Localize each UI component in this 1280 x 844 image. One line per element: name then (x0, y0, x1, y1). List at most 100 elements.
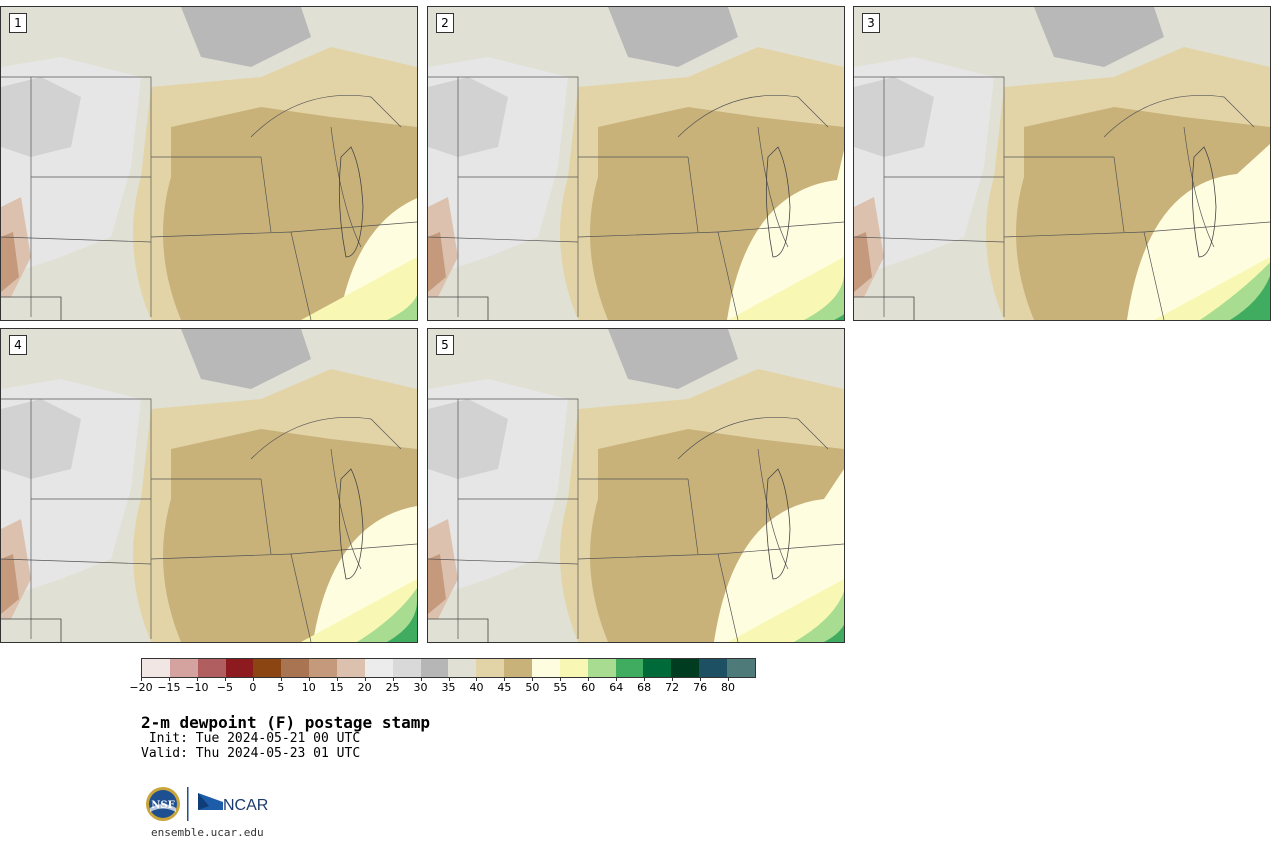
init-time: Init: Tue 2024-05-21 00 UTC (141, 731, 361, 746)
panel-label-1: 1 (9, 13, 27, 33)
warm-moist-band (728, 579, 844, 642)
state-border (757, 448, 789, 570)
lake-michigan-outline (338, 468, 364, 580)
ncar-logo-icon: NCAR (198, 793, 268, 814)
very-moist-band (387, 276, 417, 320)
colorbar-swatch (420, 659, 449, 677)
colorbar-tick-label: 50 (525, 681, 540, 694)
state-border (1183, 126, 1215, 248)
dry-region-plains (428, 77, 508, 157)
panel-label-5: 5 (436, 335, 454, 355)
colorbar-swatch (281, 659, 310, 677)
colorbar-swatch (197, 659, 226, 677)
lake-michigan-outline (765, 146, 791, 258)
colorbar-tick-label: 30 (413, 681, 428, 694)
colorbar-swatch (671, 659, 700, 677)
colorbar-swatch (559, 659, 588, 677)
dewpoint-map-5 (428, 329, 844, 642)
colorbar-swatch (504, 659, 533, 677)
high-dewpoint-region (1127, 144, 1270, 320)
panel-label-2: 2 (436, 13, 454, 33)
dry-region-north (181, 329, 311, 389)
site-url: ensemble.ucar.edu (151, 826, 264, 839)
colorbar-tick-label: −5 (216, 681, 233, 694)
colorbar-swatch (727, 659, 755, 677)
colorbar-swatch (142, 659, 170, 677)
border-southwest (1, 296, 62, 320)
state-border (687, 478, 699, 555)
colorbar-swatch (309, 659, 338, 677)
state-border (1103, 94, 1255, 138)
state-border (250, 94, 402, 138)
logo-divider (187, 787, 189, 821)
panel-5: 5 (427, 328, 845, 643)
colorbar-tick-label: 25 (385, 681, 400, 694)
colorbar-tick-label: 15 (329, 681, 344, 694)
colorbar-swatch (615, 659, 644, 677)
colorbar-tick-label: 20 (357, 681, 372, 694)
tropical-moisture-band (824, 604, 844, 642)
colorbar-tick-label: 55 (553, 681, 568, 694)
colorbar-swatch (337, 659, 365, 677)
low-dewpoint-core (428, 232, 446, 292)
warm-moist-band (301, 257, 417, 320)
colorbar-tick-label: −10 (185, 681, 209, 694)
tropical-moisture-band (1230, 276, 1270, 320)
state-border (428, 236, 579, 243)
colorbar-tick-label: 10 (301, 681, 316, 694)
state-border (330, 448, 362, 570)
colorbar-swatch (699, 659, 728, 677)
lake-michigan-outline (1191, 146, 1217, 258)
logos: NSF NCAR (145, 786, 275, 822)
colorbar-swatch (476, 659, 505, 677)
state-border (290, 221, 417, 233)
colorbar-tick-label: 40 (469, 681, 484, 694)
state-border (330, 126, 362, 248)
border-southwest (428, 296, 489, 320)
state-border (250, 416, 402, 460)
very-moist-band (794, 591, 844, 642)
colorbar-swatch (225, 659, 254, 677)
colorbar-swatch (392, 659, 421, 677)
panel-label-3: 3 (862, 13, 880, 33)
lake-michigan-outline (765, 468, 791, 580)
state-border (1, 558, 152, 565)
dewpoint-map-3 (854, 7, 1270, 320)
nsf-logo-text: NSF (151, 800, 174, 811)
state-border (677, 416, 829, 460)
state-border (428, 558, 579, 565)
state-border (260, 156, 272, 233)
panel-4: 4 (0, 328, 418, 643)
valid-time: Valid: Thu 2024-05-23 01 UTC (141, 746, 361, 761)
panel-3: 3 (853, 6, 1271, 321)
dry-region-plains (1, 77, 81, 157)
colorbar-ticks: −20 −15 −10 −5 0 5 10 15 20 25 30 35 40 45 50 55 60 64 68 7… (129, 678, 756, 695)
mid-dewpoint-region (163, 107, 417, 320)
state-border (717, 221, 844, 233)
dewpoint-map-1 (1, 7, 417, 320)
state-border (290, 543, 417, 555)
colorbar-swatch (643, 659, 672, 677)
state-border (687, 156, 699, 233)
colorbar-swatch (169, 659, 198, 677)
state-border (854, 236, 1005, 243)
dewpoint-map-4 (1, 329, 417, 642)
colorbar-tick-label: 68 (637, 681, 652, 694)
nsf-logo-icon: NSF (146, 787, 180, 821)
tropical-moisture-band (387, 601, 417, 642)
dry-region-plains (428, 399, 508, 479)
state-border (757, 126, 789, 248)
state-border (1143, 221, 1270, 233)
colorbar-tick-label: 35 (441, 681, 456, 694)
very-moist-band (804, 273, 844, 320)
state-border (1113, 156, 1125, 233)
colorbar (141, 658, 756, 678)
panel-1: 1 (0, 6, 418, 321)
low-dewpoint-core (854, 232, 872, 292)
low-dewpoint-core (428, 554, 446, 614)
state-border (677, 94, 829, 138)
panel-2: 2 (427, 6, 845, 321)
colorbar-tick-label: 64 (609, 681, 624, 694)
low-dewpoint-core (1, 232, 19, 292)
tropical-moisture-band (834, 285, 844, 320)
